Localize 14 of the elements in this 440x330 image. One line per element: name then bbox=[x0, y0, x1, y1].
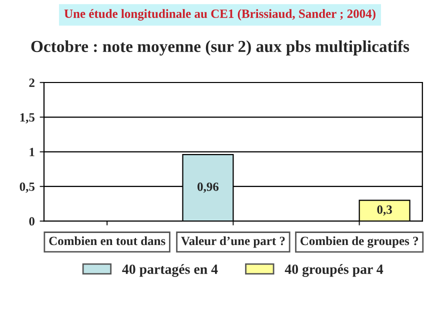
data-label: 0,96 bbox=[198, 182, 219, 193]
y-tick-label: 1,5 bbox=[20, 113, 35, 124]
x-tick-label: Valeur d’une part ? bbox=[181, 236, 285, 248]
y-tick-label: 1 bbox=[30, 148, 34, 156]
y-tick-label: 2 bbox=[29, 78, 34, 87]
y-tick-label: 0,5 bbox=[20, 182, 35, 193]
x-tick-label: Combien en tout dans bbox=[49, 236, 166, 246]
y-tick-label: 0 bbox=[29, 217, 34, 226]
chart-subtitle: Une étude longitudinale au CE1 (Brissiaud, Sander ; 2004) bbox=[64, 9, 376, 21]
legend-label: 40 partagés en 4 bbox=[122, 264, 218, 277]
x-tick-label: Combien de groupes ? bbox=[300, 236, 418, 248]
legend-label: 40 groupés par 4 bbox=[284, 264, 384, 277]
chart-title: Octobre : note moyenne (sur 2) aux pbs multiplicatifs bbox=[31, 40, 410, 56]
data-label: 0,3 bbox=[377, 205, 392, 216]
